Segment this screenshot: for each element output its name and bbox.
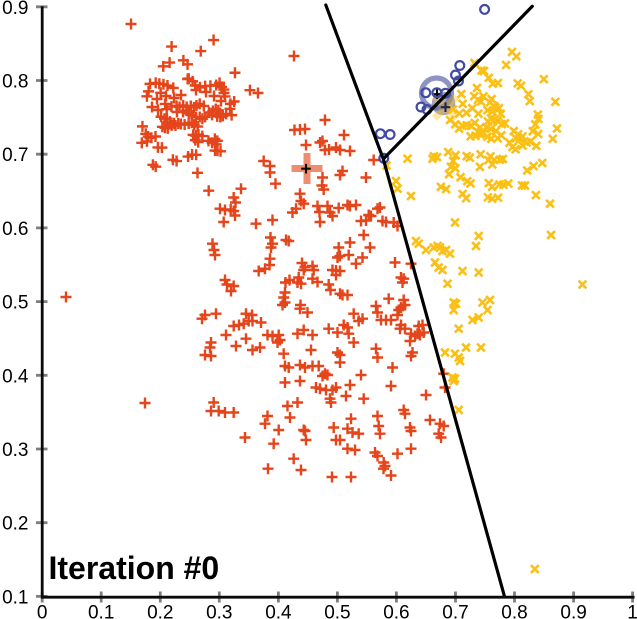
svg-text:0.4: 0.4 (2, 366, 29, 387)
svg-text:0.8: 0.8 (501, 602, 527, 619)
svg-text:Iteration #0: Iteration #0 (49, 550, 220, 586)
svg-text:0.8: 0.8 (2, 72, 28, 93)
svg-text:0.6: 0.6 (383, 602, 409, 619)
svg-text:0.4: 0.4 (265, 602, 292, 619)
svg-text:0.3: 0.3 (2, 440, 28, 461)
svg-text:0.9: 0.9 (2, 0, 28, 19)
svg-text:1: 1 (627, 602, 637, 619)
svg-text:0.5: 0.5 (324, 602, 350, 619)
svg-text:0.6: 0.6 (2, 219, 28, 240)
svg-text:0.9: 0.9 (560, 602, 586, 619)
svg-text:0.3: 0.3 (206, 602, 232, 619)
svg-text:0.7: 0.7 (2, 145, 28, 166)
svg-text:0.2: 0.2 (147, 602, 173, 619)
svg-text:0.2: 0.2 (2, 514, 28, 535)
svg-text:0.1: 0.1 (88, 602, 114, 619)
svg-text:0: 0 (37, 602, 48, 619)
svg-text:0.1: 0.1 (2, 587, 28, 608)
svg-text:0.7: 0.7 (442, 602, 468, 619)
svg-text:0.5: 0.5 (2, 293, 28, 314)
